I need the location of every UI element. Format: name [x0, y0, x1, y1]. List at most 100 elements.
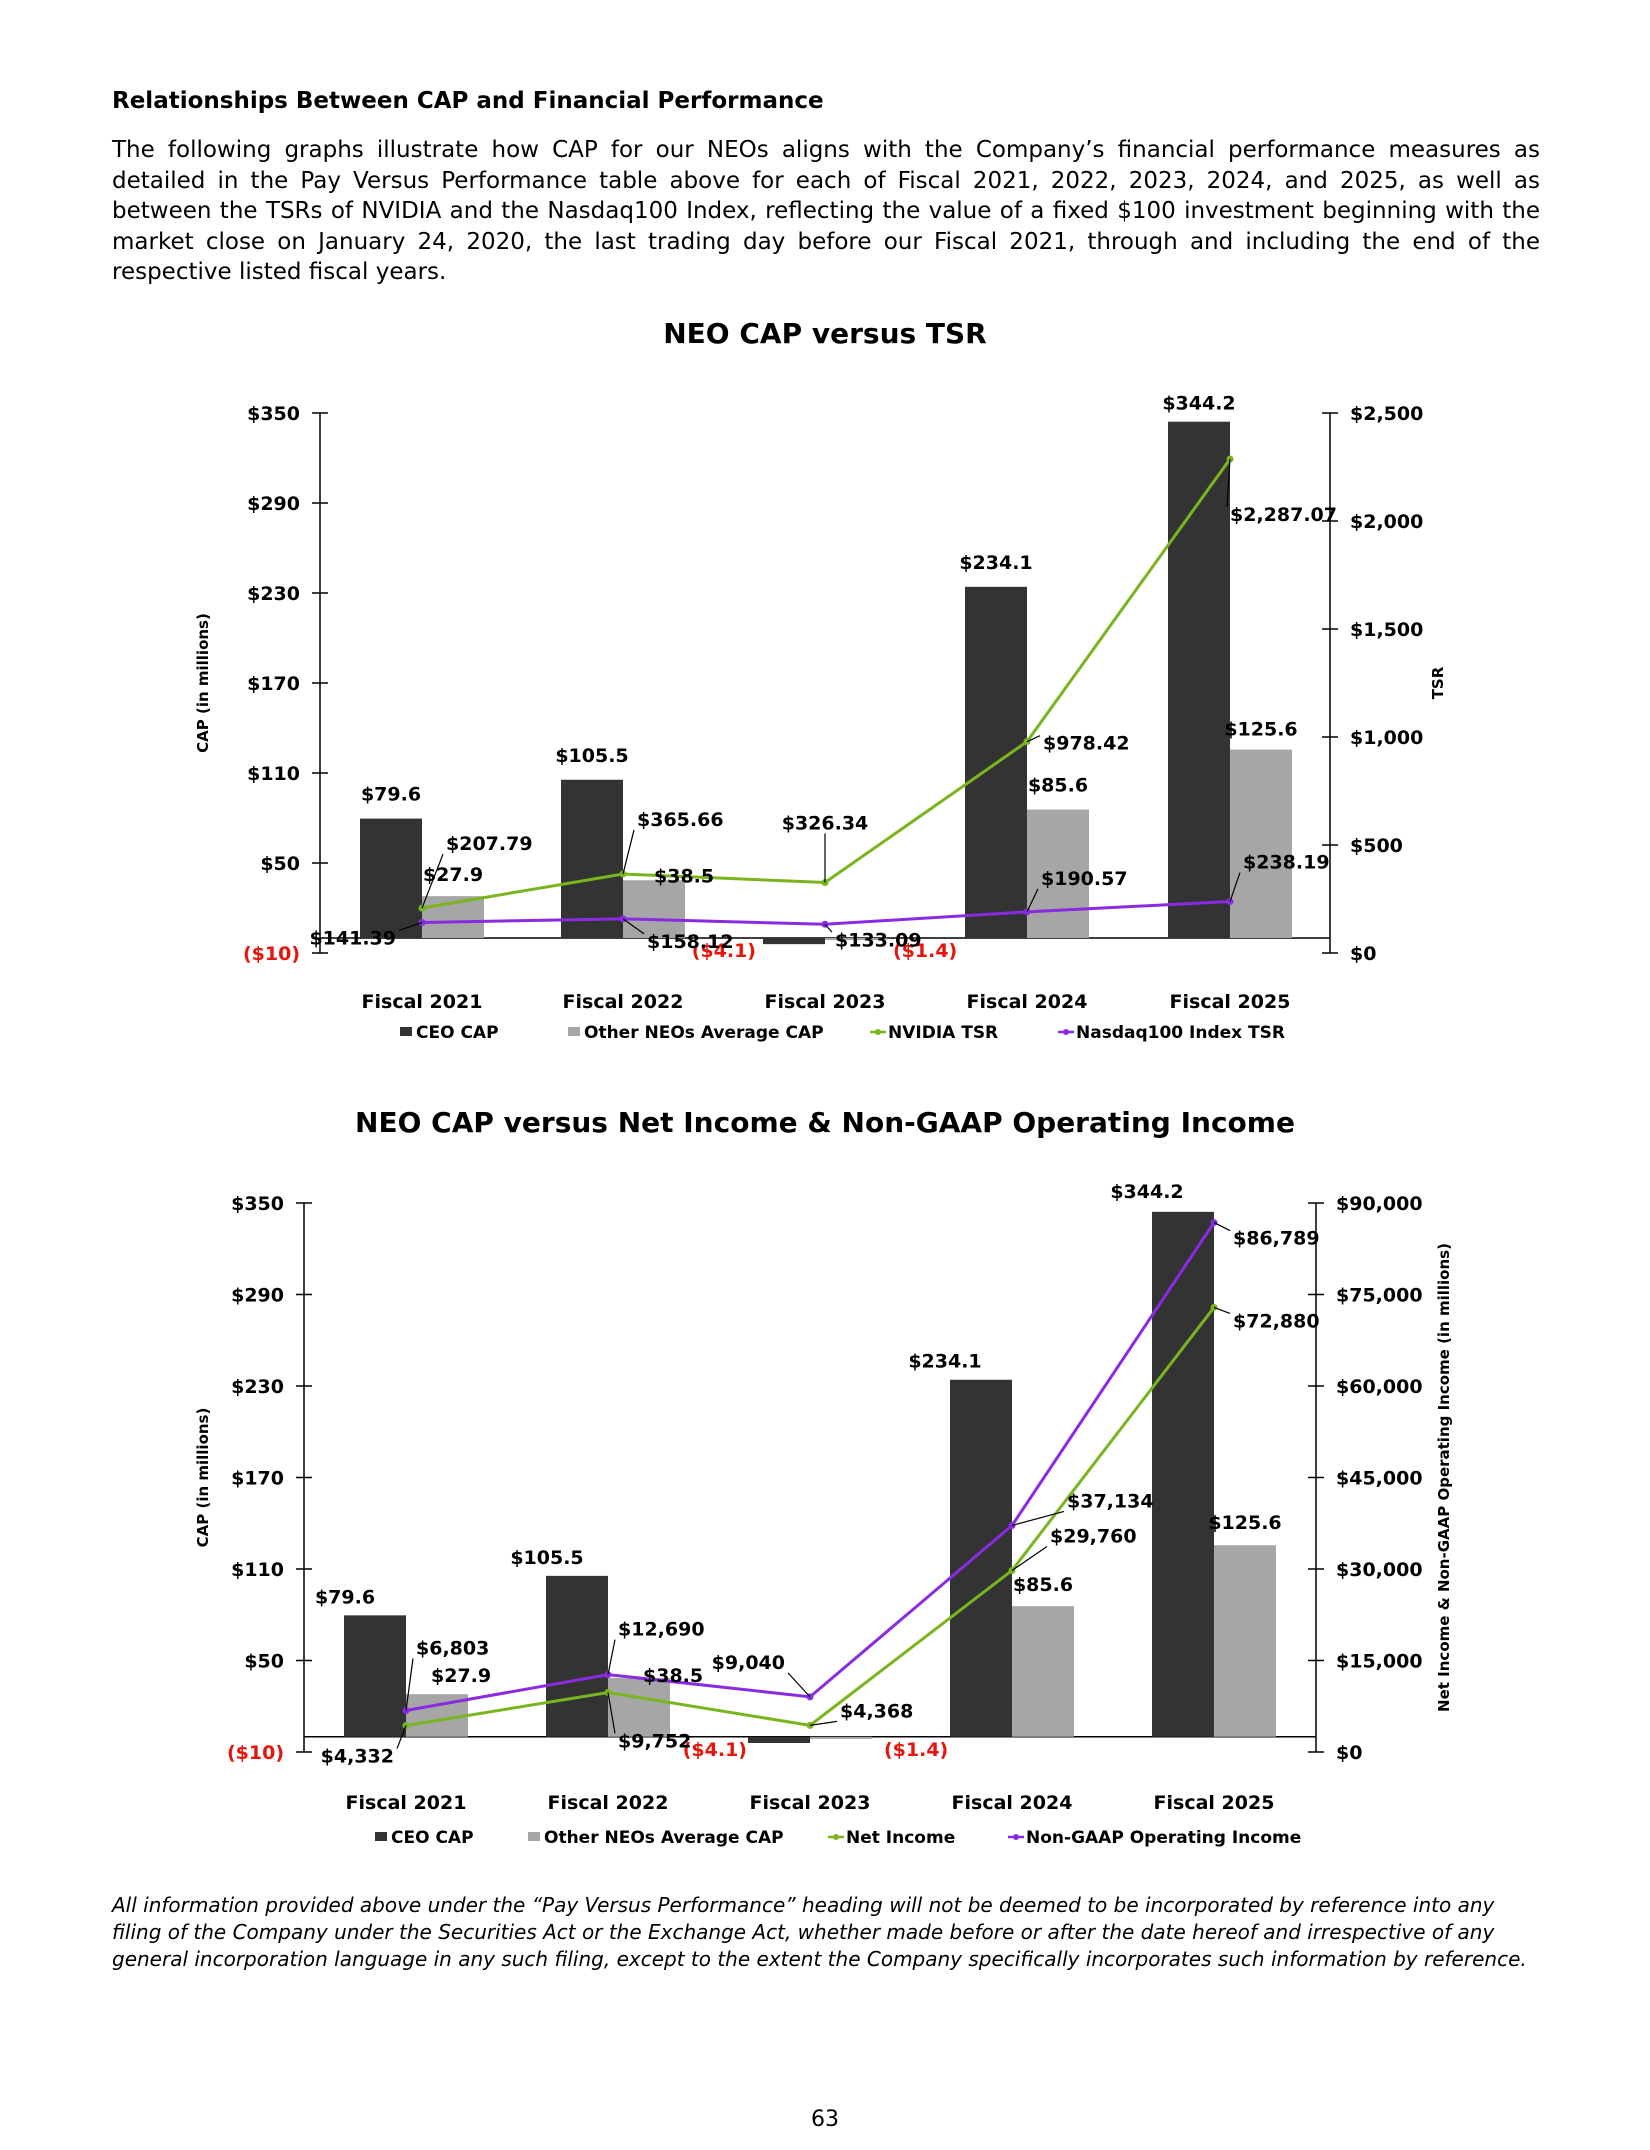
legend-marker	[833, 1834, 839, 1840]
left-axis-title: CAP (in millions)	[194, 1408, 212, 1548]
category-label: Fiscal 2023	[765, 991, 886, 1013]
left-tick-label: $230	[231, 1376, 284, 1398]
other-neos-bar	[1214, 1545, 1276, 1737]
data-label: $105.5	[510, 1547, 583, 1569]
legend-label: CEO CAP	[416, 1023, 499, 1043]
legend-label: CEO CAP	[391, 1828, 474, 1848]
data-label: $85.6	[1028, 775, 1088, 797]
data-label-leader	[1213, 1222, 1231, 1232]
left-tick-label: $50	[260, 853, 300, 875]
left-tick-label: $50	[244, 1651, 284, 1673]
left-tick-label: $350	[247, 403, 300, 425]
ceo-cap-bar	[561, 779, 623, 938]
right-tick-label: $2,000	[1350, 511, 1423, 533]
data-label-leader	[1229, 872, 1241, 902]
other-neos-bar	[623, 880, 685, 938]
data-label-leader	[396, 1725, 407, 1749]
legend-label: Non-GAAP Operating Income	[1026, 1828, 1301, 1848]
right-tick-label: $15,000	[1336, 1651, 1423, 1673]
category-label: Fiscal 2024	[967, 991, 1088, 1013]
series-2-point	[604, 1671, 612, 1679]
data-label: $133.09	[835, 929, 922, 951]
series-line-1	[405, 1306, 1216, 1728]
data-label: ($1.4)	[893, 940, 957, 962]
left-tick-label: $170	[231, 1468, 284, 1490]
data-label: $978.42	[1043, 733, 1130, 755]
ceo-cap-bar	[344, 1615, 406, 1737]
legend-label: NVIDIA TSR	[888, 1023, 998, 1043]
data-label: $326.34	[782, 813, 869, 835]
data-label: $234.1	[959, 552, 1032, 574]
data-label-leader	[1026, 735, 1041, 743]
left-tick-label: $230	[247, 583, 300, 605]
left-tick-label: ($10)	[243, 943, 300, 965]
data-label: $207.79	[446, 833, 533, 855]
right-tick-label: $60,000	[1336, 1376, 1423, 1398]
ceo-cap-bar	[950, 1379, 1012, 1737]
legend-swatch	[375, 1832, 387, 1841]
category-label: Fiscal 2023	[750, 1792, 871, 1814]
data-label-leader	[622, 918, 645, 935]
legend-marker	[1013, 1834, 1019, 1840]
category-label: Fiscal 2022	[548, 1792, 669, 1814]
data-label-leader	[1213, 1306, 1231, 1314]
data-label-leader	[622, 829, 635, 875]
ceo-cap-bar	[1168, 421, 1230, 938]
neo-cap-vs-tsr-svg: NEO CAP versus TSR ($10) $50 $110 $170 $230 $2…	[194, 317, 1447, 1043]
data-label: $344.2	[1110, 1181, 1183, 1203]
ceo-cap-bar	[546, 1575, 608, 1737]
intro-paragraph: The following graphs illustrate how CAP …	[112, 137, 1540, 285]
data-label: $79.6	[361, 784, 421, 806]
right-tick-label: $75,000	[1336, 1285, 1423, 1307]
data-label: $79.6	[315, 1586, 375, 1608]
legend-label: Nasdaq100 Index TSR	[1076, 1023, 1285, 1043]
data-label: $37,134	[1067, 1490, 1154, 1512]
left-tick-label: $290	[247, 493, 300, 515]
right-tick-label: $45,000	[1336, 1468, 1423, 1490]
legend-marker	[1063, 1029, 1069, 1035]
category-label: Fiscal 2025	[1170, 991, 1291, 1013]
left-tick-label: $110	[247, 763, 300, 785]
right-tick-label: $1,000	[1350, 727, 1423, 749]
series-1-point	[1226, 455, 1234, 463]
ceo-cap-bar	[360, 818, 422, 938]
right-tick-label: $0	[1336, 1742, 1362, 1764]
left-tick-label: $110	[231, 1559, 284, 1581]
data-label: $9,752	[618, 1731, 691, 1753]
chart-title: NEO CAP versus TSR	[663, 317, 987, 350]
data-label: $125.6	[1224, 719, 1297, 741]
data-label: $158.12	[647, 931, 734, 953]
data-label-leader	[1011, 1545, 1048, 1571]
other-neos-bar	[810, 1736, 872, 1739]
right-axis-title: Net Income & Non-GAAP Operating Income (…	[1435, 1243, 1453, 1712]
data-label: $365.66	[637, 809, 724, 831]
right-tick-label: $30,000	[1336, 1559, 1423, 1581]
other-neos-bar	[1230, 749, 1292, 938]
right-tick-label: $2,500	[1350, 403, 1423, 425]
neo-cap-vs-income-svg: NEO CAP versus Net Income & Non-GAAP Ope…	[194, 1106, 1453, 1848]
data-label: ($4.1)	[683, 1739, 747, 1761]
data-label: $38.5	[643, 1665, 703, 1687]
series-2-point	[1008, 1521, 1016, 1529]
other-neos-bar	[608, 1678, 670, 1737]
data-label: $125.6	[1208, 1512, 1281, 1534]
data-label: $85.6	[1013, 1574, 1073, 1596]
data-label: $29,760	[1050, 1525, 1137, 1547]
category-label: Fiscal 2022	[563, 991, 684, 1013]
data-label-leader	[1226, 458, 1231, 508]
legend-swatch	[568, 1027, 580, 1036]
ceo-cap-bar	[748, 1736, 810, 1744]
left-tick-label: $290	[231, 1285, 284, 1307]
data-label: ($4.1)	[692, 940, 756, 962]
left-axis-title: CAP (in millions)	[194, 613, 212, 753]
data-label: $4,332	[321, 1746, 394, 1768]
data-label: $105.5	[555, 745, 628, 767]
other-neos-bar	[825, 938, 887, 941]
data-label: $27.9	[431, 1665, 491, 1687]
data-label: $2,287.07	[1230, 504, 1337, 526]
data-label-leader	[809, 1720, 838, 1726]
category-label: Fiscal 2021	[362, 991, 483, 1013]
neo-cap-vs-income-chart: NEO CAP versus Net Income & Non-GAAP Ope…	[0, 1095, 1650, 1870]
data-label: $238.19	[1243, 852, 1330, 874]
data-label: $38.5	[654, 865, 714, 887]
